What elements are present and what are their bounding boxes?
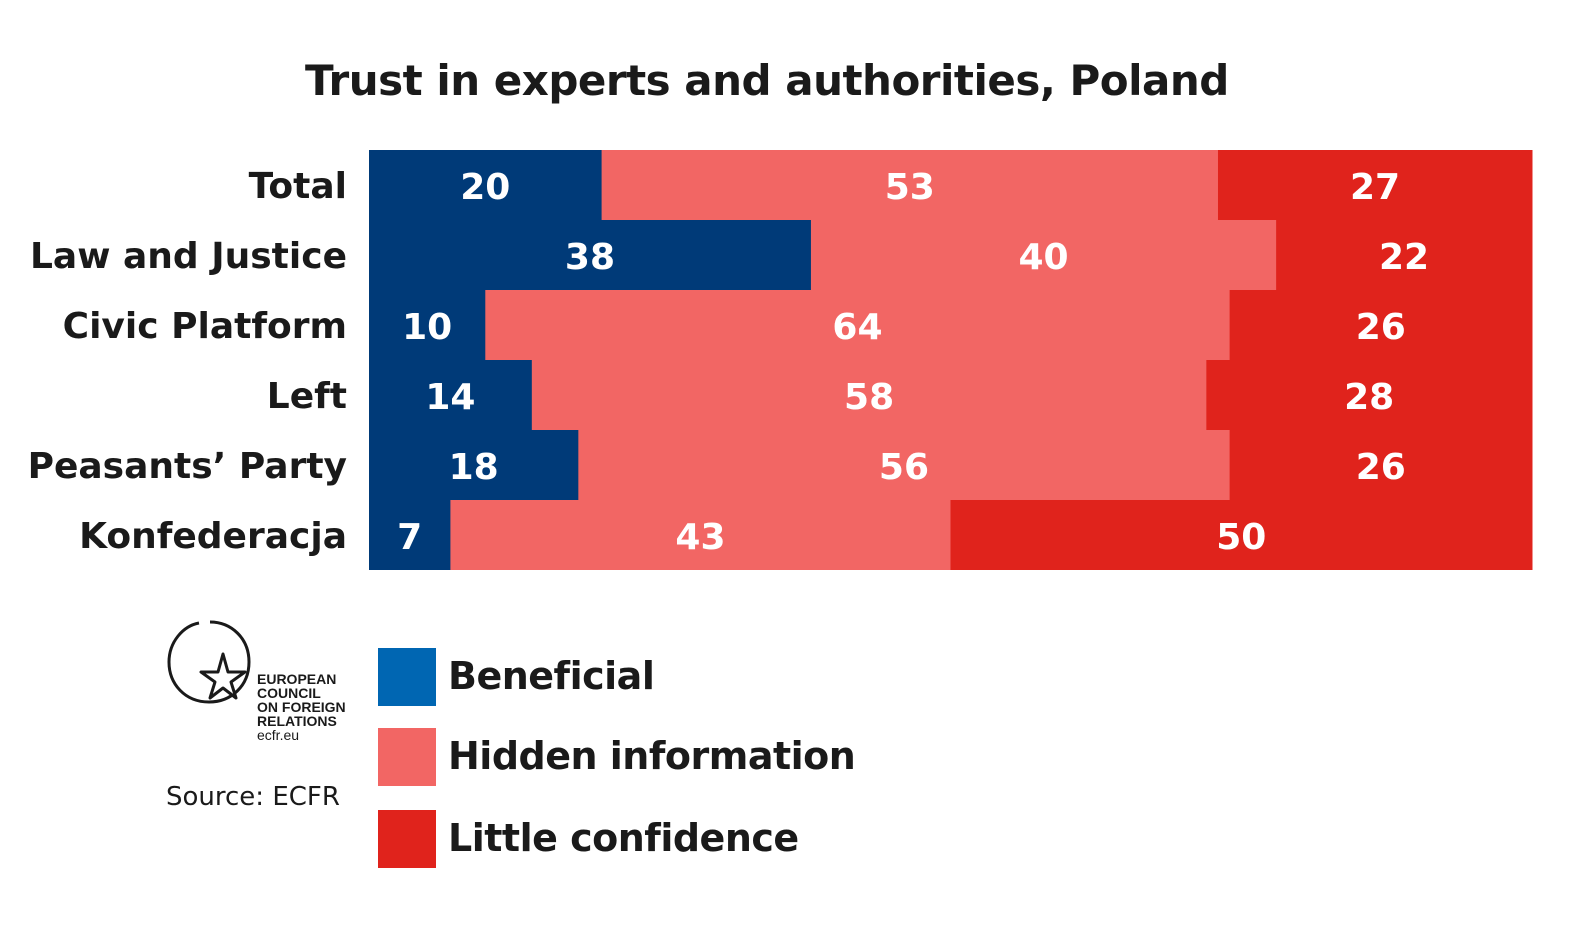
category-label-left: Left (267, 376, 347, 417)
bar-hidden-information-civic-platform (485, 290, 1231, 360)
logo-line-4: RELATIONS (257, 713, 337, 729)
value-label-hidden-information-total: 53 (885, 167, 935, 208)
value-label-little-confidence-konfederacja: 50 (1216, 517, 1266, 558)
value-label-little-confidence-total: 27 (1350, 167, 1400, 208)
value-label-hidden-information-konfederacja: 43 (675, 517, 725, 558)
bar-hidden-information-total (601, 150, 1219, 220)
bar-beneficial-law-and-justice (369, 220, 812, 290)
bar-little-confidence-law-and-justice (1276, 220, 1533, 290)
value-label-hidden-information-law-and-justice: 40 (1018, 237, 1068, 278)
value-label-hidden-information-left: 58 (844, 377, 894, 418)
value-label-little-confidence-peasants-party: 26 (1356, 447, 1406, 488)
value-label-hidden-information-civic-platform: 64 (832, 307, 882, 348)
value-label-beneficial-peasants-party: 18 (449, 447, 499, 488)
value-label-little-confidence-left: 28 (1344, 377, 1394, 418)
value-label-beneficial-konfederacja: 7 (397, 517, 422, 558)
bar-beneficial-konfederacja (369, 500, 451, 570)
bar-beneficial-left (369, 360, 533, 430)
category-label-konfederacja: Konfederacja (79, 516, 347, 557)
value-label-hidden-information-peasants-party: 56 (879, 447, 929, 488)
bar-hidden-information-law-and-justice (810, 220, 1277, 290)
value-label-beneficial-law-and-justice: 38 (565, 237, 615, 278)
category-label-civic-platform: Civic Platform (63, 306, 347, 347)
logo-url: ecfr.eu (257, 727, 300, 743)
bar-beneficial-civic-platform (369, 290, 486, 360)
bar-little-confidence-civic-platform (1229, 290, 1533, 360)
value-label-beneficial-civic-platform: 10 (402, 307, 452, 348)
logo-line-2: COUNCIL (257, 685, 321, 701)
bar-beneficial-total (369, 150, 603, 220)
bar-little-confidence-total (1217, 150, 1533, 220)
category-label-total: Total (249, 166, 347, 207)
bar-hidden-information-peasants-party (578, 430, 1231, 500)
bar-little-confidence-peasants-party (1229, 430, 1533, 500)
bar-hidden-information-konfederacja (450, 500, 951, 570)
category-label-law-and-justice: Law and Justice (30, 236, 347, 277)
legend-swatch-hidden-information (378, 728, 436, 786)
bar-little-confidence-left (1206, 360, 1533, 430)
ecfr-logo: EUROPEAN COUNCIL ON FOREIGN RELATIONS ec… (165, 618, 365, 748)
value-label-little-confidence-civic-platform: 26 (1356, 307, 1406, 348)
bar-hidden-information-left (531, 360, 1207, 430)
legend-label-hidden-information: Hidden information (448, 734, 856, 778)
logo-line-1: EUROPEAN (257, 671, 337, 687)
legend-label-little-confidence: Little confidence (448, 816, 799, 860)
logo-line-3: ON FOREIGN (257, 699, 346, 715)
legend-swatch-little-confidence (378, 810, 436, 868)
value-label-beneficial-total: 20 (460, 167, 510, 208)
source-note: Source: ECFR (166, 782, 340, 812)
bar-little-confidence-konfederacja (950, 500, 1533, 570)
star-circle-icon (167, 620, 251, 704)
category-label-peasants-party: Peasants’ Party (28, 446, 347, 487)
legend-swatch-beneficial (378, 648, 436, 706)
bar-beneficial-peasants-party (369, 430, 579, 500)
chart-title: Trust in experts and authorities, Poland (305, 56, 1229, 105)
legend-label-beneficial: Beneficial (448, 654, 655, 698)
value-label-little-confidence-law-and-justice: 22 (1379, 237, 1429, 278)
value-label-beneficial-left: 14 (425, 377, 475, 418)
